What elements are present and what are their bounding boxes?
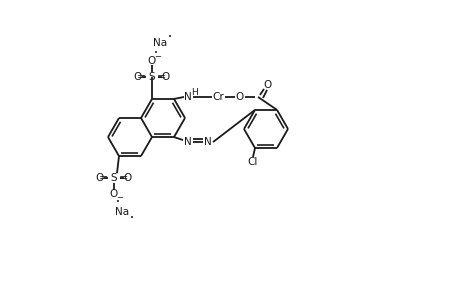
Text: H: H — [191, 88, 198, 98]
Text: O: O — [95, 173, 104, 183]
Text: =: = — [119, 173, 129, 183]
Text: S: S — [148, 72, 155, 82]
Text: Na: Na — [115, 207, 129, 217]
Text: =: = — [157, 72, 166, 82]
Text: −: − — [154, 52, 161, 62]
Text: •: • — [168, 34, 172, 40]
Text: N: N — [184, 137, 191, 147]
Text: N: N — [204, 137, 212, 147]
Text: Na: Na — [152, 38, 167, 48]
Text: O: O — [162, 72, 170, 82]
Text: O: O — [147, 56, 156, 66]
Text: •: • — [116, 199, 120, 205]
Text: −: − — [116, 194, 123, 202]
Text: O: O — [123, 173, 132, 183]
Text: O: O — [134, 72, 142, 82]
Text: N: N — [184, 92, 191, 102]
Text: S: S — [111, 173, 117, 183]
Text: •: • — [154, 50, 157, 56]
Text: Cl: Cl — [247, 157, 257, 167]
Text: O: O — [263, 80, 272, 90]
Text: •: • — [130, 215, 134, 221]
Text: =: = — [99, 173, 108, 183]
Text: Cr: Cr — [212, 92, 224, 102]
Text: =: = — [137, 72, 146, 82]
Text: O: O — [110, 189, 118, 199]
Text: O: O — [235, 92, 244, 102]
